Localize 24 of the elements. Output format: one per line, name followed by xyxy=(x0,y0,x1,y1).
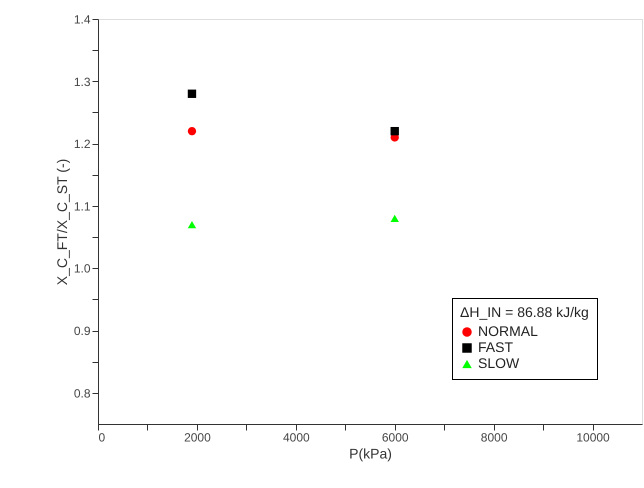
legend-label: SLOW xyxy=(478,355,520,371)
x-tick-label: 2000 xyxy=(184,430,212,444)
legend-title: ΔH_IN = 86.88 kJ/kg xyxy=(460,304,589,320)
point xyxy=(188,220,196,228)
legend-label: NORMAL xyxy=(478,323,538,339)
x-tick-label: 10000 xyxy=(576,430,610,444)
y-tick-label: 1.1 xyxy=(74,199,91,214)
y-tick-label: 1.2 xyxy=(74,137,91,152)
x-tick-label: 6000 xyxy=(382,430,409,444)
y-tick-label: 0.8 xyxy=(74,386,91,400)
y-tick-label: 1.4 xyxy=(74,12,91,26)
y-tick-label: 1.3 xyxy=(74,74,91,89)
x-tick-label: 4000 xyxy=(282,430,310,444)
y-axis-title: X_C_FT/X_C_ST (-) xyxy=(54,158,70,286)
x-tick-label: 0 xyxy=(98,430,106,444)
y-tick-label: 1.0 xyxy=(74,262,91,276)
x-axis-title: P(kPa) xyxy=(349,446,392,462)
legend-label: FAST xyxy=(478,339,514,355)
point xyxy=(390,214,399,222)
point xyxy=(390,126,399,136)
point xyxy=(188,126,196,136)
point xyxy=(188,90,196,98)
x-tick-label: 8000 xyxy=(480,430,508,444)
y-tick-label: 0.9 xyxy=(74,324,91,338)
